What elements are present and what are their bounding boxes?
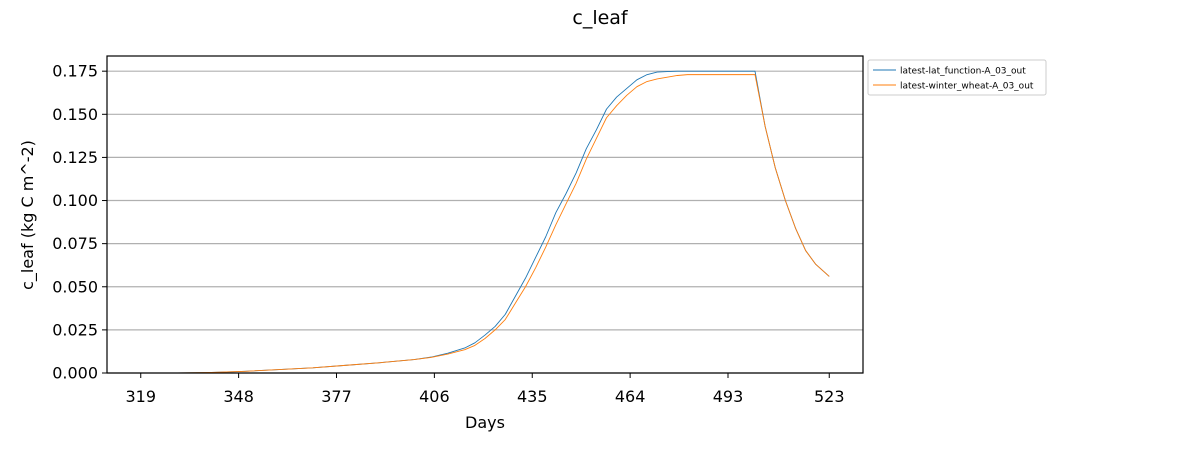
y-tick-label: 0.025 [52,320,98,339]
x-tick-label: 319 [125,387,156,406]
y-tick-label: 0.050 [52,277,98,296]
y-tick-label: 0.075 [52,234,98,253]
y-axis-label: c_leaf (kg C m^-2) [18,140,38,290]
legend: latest-lat_function-A_03_out latest-winte… [867,59,1047,96]
x-tick-label: 348 [223,387,254,406]
x-tick-label: 493 [713,387,744,406]
series-lines [140,70,830,374]
grid-lines [107,70,863,374]
legend-entry: latest-winter_wheat-A_03_out [900,82,1034,92]
x-tick-label: 523 [814,387,845,406]
x-tick-label: 377 [321,387,352,406]
chart-title: c_leaf [572,7,629,29]
legend-entry: latest-lat_function-A_03_out [900,67,1026,77]
x-tick-label: 464 [615,387,646,406]
y-tick-label: 0.125 [52,148,98,167]
series-line-2 [140,74,830,374]
x-axis-label: Days [465,413,505,432]
plot-area-frame [106,55,864,374]
series-line-1 [140,70,830,374]
y-tick-label: 0.175 [52,62,98,81]
y-tick-label: 0.150 [52,105,98,124]
y-tick-label: 0.100 [52,191,98,210]
x-axis-ticks: 319 348 377 406 435 464 493 523 [125,373,845,406]
x-tick-label: 435 [517,387,548,406]
y-axis-ticks: 0.000 0.025 0.050 0.075 0.100 0.125 0.150 0.175 [52,62,107,383]
x-tick-label: 406 [419,387,450,406]
legend-box [867,59,1047,96]
y-tick-label: 0.000 [52,364,98,383]
